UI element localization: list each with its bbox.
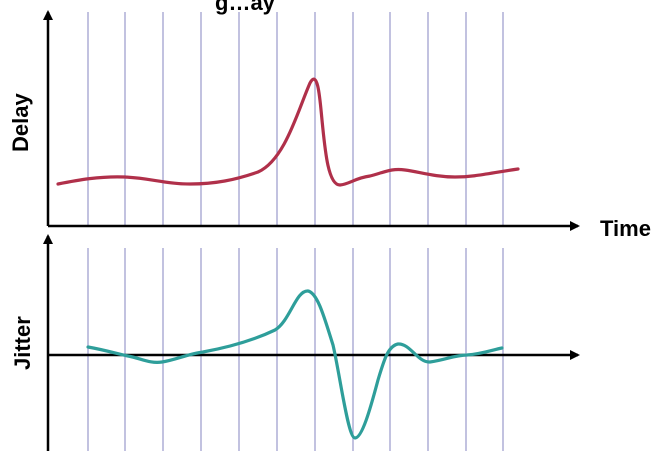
time-axis-label: Time: [600, 216, 651, 241]
jitter-curve: [86, 289, 504, 440]
delay-curve: [56, 77, 520, 187]
jitter-grid: [87, 248, 504, 451]
delay-grid: [87, 12, 504, 226]
delay-axis-label: Delay: [8, 93, 33, 152]
title-partial: g…ay: [215, 0, 276, 15]
jitter-axis-label: Jitter: [10, 316, 35, 370]
